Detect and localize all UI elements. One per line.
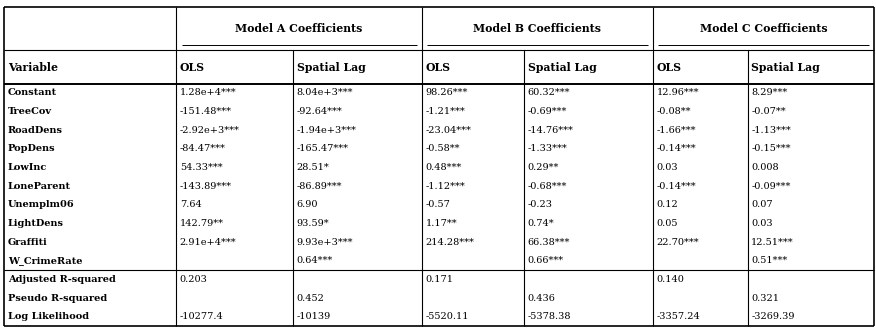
Text: -0.58**: -0.58** xyxy=(426,144,460,153)
Text: -5378.38: -5378.38 xyxy=(527,312,571,321)
Text: Spatial Lag: Spatial Lag xyxy=(527,61,597,73)
Text: 0.03: 0.03 xyxy=(656,163,678,172)
Text: 12.96***: 12.96*** xyxy=(656,89,699,98)
Text: -143.89***: -143.89*** xyxy=(180,182,232,191)
Text: 66.38***: 66.38*** xyxy=(527,238,570,247)
Text: 0.171: 0.171 xyxy=(426,275,454,284)
Text: 60.32***: 60.32*** xyxy=(527,89,570,98)
Text: -0.09***: -0.09*** xyxy=(752,182,791,191)
Text: Model B Coefficients: Model B Coefficients xyxy=(473,23,601,35)
Text: -14.76***: -14.76*** xyxy=(527,126,574,135)
Text: 0.140: 0.140 xyxy=(656,275,684,284)
Text: Pseudo R-squared: Pseudo R-squared xyxy=(8,293,107,302)
Text: -0.15***: -0.15*** xyxy=(752,144,791,153)
Text: -0.14***: -0.14*** xyxy=(656,182,696,191)
Text: -0.23: -0.23 xyxy=(527,200,553,209)
Text: -0.69***: -0.69*** xyxy=(527,107,567,116)
Text: 0.66***: 0.66*** xyxy=(527,256,564,265)
Text: Unemplm06: Unemplm06 xyxy=(8,200,74,209)
Text: 9.93e+3***: 9.93e+3*** xyxy=(297,238,353,247)
Text: Spatial Lag: Spatial Lag xyxy=(297,61,365,73)
Text: -1.94e+3***: -1.94e+3*** xyxy=(297,126,357,135)
Text: LoneParent: LoneParent xyxy=(8,182,71,191)
Text: Model C Coefficients: Model C Coefficients xyxy=(700,23,827,35)
Text: Log Likelihood: Log Likelihood xyxy=(8,312,89,321)
Text: 0.05: 0.05 xyxy=(656,219,678,228)
Text: 0.51***: 0.51*** xyxy=(752,256,788,265)
Text: -0.08**: -0.08** xyxy=(656,107,691,116)
Text: 214.28***: 214.28*** xyxy=(426,238,474,247)
Text: 2.91e+4***: 2.91e+4*** xyxy=(180,238,237,247)
Text: Adjusted R-squared: Adjusted R-squared xyxy=(8,275,116,284)
Text: -5520.11: -5520.11 xyxy=(426,312,469,321)
Text: -86.89***: -86.89*** xyxy=(297,182,343,191)
Text: 0.07: 0.07 xyxy=(752,200,773,209)
Text: OLS: OLS xyxy=(656,61,682,73)
Text: 0.29**: 0.29** xyxy=(527,163,559,172)
Text: OLS: OLS xyxy=(426,61,450,73)
Text: LightDens: LightDens xyxy=(8,219,64,228)
Text: 98.26***: 98.26*** xyxy=(426,89,468,98)
Text: 0.436: 0.436 xyxy=(527,293,555,302)
Text: 6.90: 6.90 xyxy=(297,200,318,209)
Text: -1.21***: -1.21*** xyxy=(426,107,465,116)
Text: 0.74*: 0.74* xyxy=(527,219,555,228)
Text: 142.79**: 142.79** xyxy=(180,219,223,228)
Text: W_CrimeRate: W_CrimeRate xyxy=(8,256,82,265)
Text: Graffiti: Graffiti xyxy=(8,238,47,247)
Text: Variable: Variable xyxy=(8,61,58,73)
Text: -3269.39: -3269.39 xyxy=(752,312,795,321)
Text: 12.51***: 12.51*** xyxy=(752,238,794,247)
Text: OLS: OLS xyxy=(180,61,205,73)
Text: 7.64: 7.64 xyxy=(180,200,201,209)
Text: -1.66***: -1.66*** xyxy=(656,126,696,135)
Text: 0.48***: 0.48*** xyxy=(426,163,462,172)
Text: -1.33***: -1.33*** xyxy=(527,144,568,153)
Text: -151.48***: -151.48*** xyxy=(180,107,232,116)
Text: -0.07**: -0.07** xyxy=(752,107,786,116)
Text: Model A Coefficients: Model A Coefficients xyxy=(236,23,363,35)
Text: 1.28e+4***: 1.28e+4*** xyxy=(180,89,237,98)
Text: -10139: -10139 xyxy=(297,312,331,321)
Text: -165.47***: -165.47*** xyxy=(297,144,349,153)
Text: 93.59*: 93.59* xyxy=(297,219,329,228)
Text: -84.47***: -84.47*** xyxy=(180,144,226,153)
Text: 0.12: 0.12 xyxy=(656,200,678,209)
Text: 0.321: 0.321 xyxy=(752,293,780,302)
Text: PopDens: PopDens xyxy=(8,144,55,153)
Text: -2.92e+3***: -2.92e+3*** xyxy=(180,126,240,135)
Text: -1.13***: -1.13*** xyxy=(752,126,791,135)
Text: LowInc: LowInc xyxy=(8,163,47,172)
Text: -23.04***: -23.04*** xyxy=(426,126,471,135)
Text: -3357.24: -3357.24 xyxy=(656,312,700,321)
Text: -92.64***: -92.64*** xyxy=(297,107,343,116)
Text: -0.68***: -0.68*** xyxy=(527,182,567,191)
Text: 8.04e+3***: 8.04e+3*** xyxy=(297,89,353,98)
Text: TreeCov: TreeCov xyxy=(8,107,52,116)
Text: 0.452: 0.452 xyxy=(297,293,325,302)
Text: 0.64***: 0.64*** xyxy=(297,256,333,265)
Text: 0.03: 0.03 xyxy=(752,219,773,228)
Text: Constant: Constant xyxy=(8,89,57,98)
Text: -10277.4: -10277.4 xyxy=(180,312,223,321)
Text: 0.203: 0.203 xyxy=(180,275,208,284)
Text: -0.57: -0.57 xyxy=(426,200,450,209)
Text: 1.17**: 1.17** xyxy=(426,219,457,228)
Text: RoadDens: RoadDens xyxy=(8,126,63,135)
Text: 22.70***: 22.70*** xyxy=(656,238,699,247)
Text: -1.12***: -1.12*** xyxy=(426,182,465,191)
Text: -0.14***: -0.14*** xyxy=(656,144,696,153)
Text: 28.51*: 28.51* xyxy=(297,163,329,172)
Text: 0.008: 0.008 xyxy=(752,163,779,172)
Text: 8.29***: 8.29*** xyxy=(752,89,788,98)
Text: 54.33***: 54.33*** xyxy=(180,163,223,172)
Text: Spatial Lag: Spatial Lag xyxy=(752,61,820,73)
